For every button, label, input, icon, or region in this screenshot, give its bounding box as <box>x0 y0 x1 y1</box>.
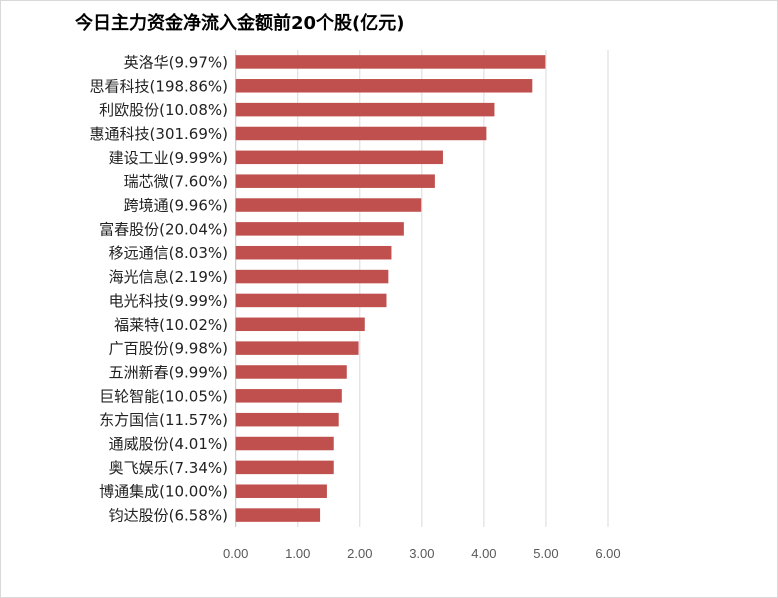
category-label: 东方国信(11.57%) <box>99 411 228 429</box>
category-label: 博通集成(10.00%) <box>99 483 228 501</box>
x-tick-label: 0.00 <box>223 546 248 561</box>
bar <box>235 126 487 141</box>
chart-title: 今日主力资金净流入金额前20个股(亿元) <box>75 13 405 34</box>
category-label: 富春股份(20.04%) <box>99 220 228 238</box>
category-label: 巨轮智能(10.05%) <box>99 387 228 405</box>
x-tick-label: 5.00 <box>533 546 558 561</box>
category-label: 钧达股份(6.58%) <box>109 507 228 525</box>
bar <box>235 412 339 427</box>
category-label: 奥飞娱乐(7.34%) <box>109 459 228 477</box>
bar <box>235 508 321 522</box>
bar <box>235 484 327 498</box>
category-label: 移远通信(8.03%) <box>109 244 228 262</box>
bar <box>235 269 389 284</box>
category-label: 五洲新春(9.99%) <box>109 363 228 381</box>
x-tick-label: 2.00 <box>347 546 372 561</box>
bar <box>235 150 443 165</box>
category-label: 通威股份(4.01%) <box>109 435 228 453</box>
category-label: 海光信息(2.19%) <box>109 268 228 286</box>
category-label: 电光科技(9.99%) <box>109 292 228 310</box>
category-label: 跨境通(9.96%) <box>124 197 228 215</box>
bar <box>235 341 359 355</box>
category-label: 英洛华(9.97%) <box>124 53 228 71</box>
bar <box>235 293 387 308</box>
x-tick-label: 1.00 <box>285 546 310 561</box>
x-tick-label: 3.00 <box>409 546 434 561</box>
bar <box>235 174 435 188</box>
bar <box>235 436 334 451</box>
category-label: 思看科技(198.86%) <box>90 77 228 95</box>
bar <box>235 222 404 236</box>
bar <box>235 79 533 93</box>
bar <box>235 55 546 69</box>
bar <box>235 198 422 212</box>
category-label: 福莱特(10.02%) <box>114 316 228 334</box>
x-tick-label: 6.00 <box>595 546 620 561</box>
bar <box>235 102 495 117</box>
bar <box>235 389 342 403</box>
bar <box>235 365 347 379</box>
bar <box>235 317 365 332</box>
bar <box>235 460 334 475</box>
category-label: 惠通科技(301.69%) <box>90 125 228 143</box>
x-tick-label: 4.00 <box>471 546 496 561</box>
category-label: 建设工业(9.99%) <box>109 149 228 167</box>
bar <box>235 245 392 260</box>
category-label: 利欧股份(10.08%) <box>99 101 228 119</box>
category-label: 瑞芯微(7.60%) <box>124 173 228 191</box>
category-label: 广百股份(9.98%) <box>109 340 228 358</box>
